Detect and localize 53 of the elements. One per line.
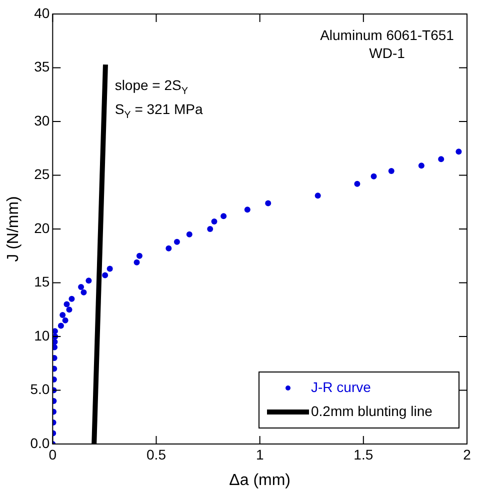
point <box>52 344 58 350</box>
point <box>438 156 444 162</box>
point <box>174 238 180 245</box>
x-tick-label: 0.5 <box>146 446 166 462</box>
point <box>106 266 113 272</box>
y-tick-label: 0.0 <box>30 434 50 451</box>
point <box>265 200 272 206</box>
annotation: Aluminum 6061-T651 <box>320 26 454 43</box>
point <box>64 301 70 308</box>
point <box>78 284 84 290</box>
y-tick-label: 30 <box>34 112 50 128</box>
point <box>62 317 68 324</box>
y-tick-label: 5.0 <box>30 381 50 398</box>
y-tick-label: 40 <box>34 4 50 21</box>
point <box>52 338 58 345</box>
point <box>68 296 75 302</box>
y-tick-label: 35 <box>34 58 50 75</box>
point <box>52 366 58 372</box>
x-tick-label: 2 <box>463 446 472 462</box>
point <box>220 213 227 220</box>
point <box>418 162 424 169</box>
point <box>456 148 462 155</box>
point <box>207 226 214 232</box>
point <box>52 355 58 361</box>
point <box>102 272 108 278</box>
point <box>80 289 87 296</box>
point <box>314 192 321 199</box>
y-tick-label: 15 <box>34 274 50 290</box>
point <box>388 168 394 174</box>
legend-label: 0.2mm blunting line <box>311 402 433 419</box>
point <box>354 180 360 187</box>
point <box>370 173 377 180</box>
point <box>58 322 64 329</box>
y-tick-label: 25 <box>34 166 50 182</box>
x-tick-label: 1.5 <box>354 446 374 462</box>
point <box>60 312 66 318</box>
x-axis-title: Δa (mm) <box>229 472 291 489</box>
point <box>211 218 218 224</box>
y-tick-label: 10 <box>34 327 50 344</box>
x-tick-label: 1 <box>256 446 264 462</box>
point <box>86 278 92 284</box>
legend-label: J-R curve <box>311 378 372 395</box>
annotation: WD-1 <box>369 44 406 61</box>
y-tick-label: 20 <box>34 220 50 236</box>
point <box>244 206 250 213</box>
point <box>134 259 140 266</box>
x-tick-label: 0 <box>48 446 57 462</box>
point <box>186 231 192 238</box>
point <box>66 306 72 313</box>
y-axis-title: J (N/mm) <box>5 196 22 262</box>
point <box>166 245 172 252</box>
point <box>136 252 142 259</box>
point <box>52 328 58 334</box>
